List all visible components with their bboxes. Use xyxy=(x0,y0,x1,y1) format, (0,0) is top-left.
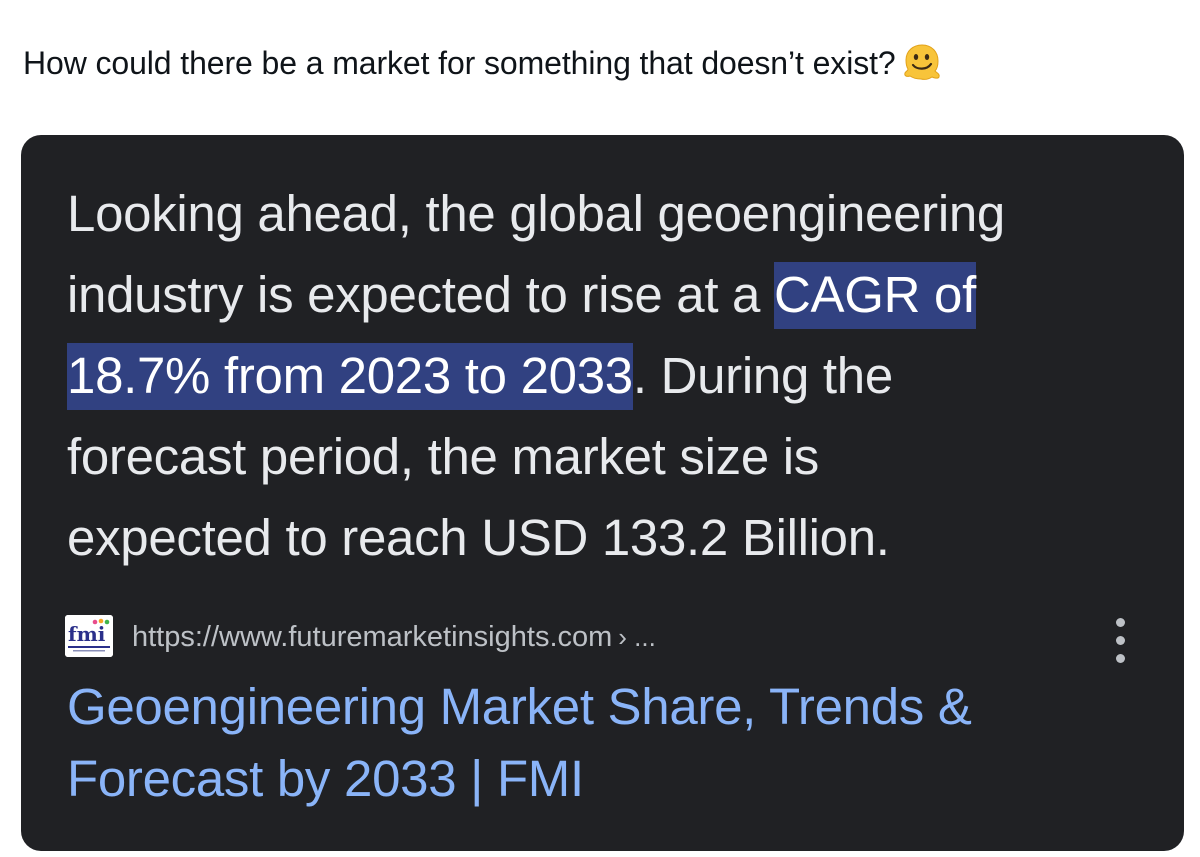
snippet-line: industry is expected to rise at a CAGR o… xyxy=(67,254,1147,335)
snippet-highlight: 18.7% from 2023 to 2033 xyxy=(67,343,633,410)
melting-face-emoji-icon xyxy=(903,44,940,80)
source-row[interactable]: fmi https://www.futuremarketinsights.com… xyxy=(65,613,1145,661)
more-dot-icon xyxy=(1116,654,1125,663)
tweet-text-content: How could there be a market for somethin… xyxy=(23,45,896,81)
result-title-line: Forecast by 2033 | FMI xyxy=(67,750,584,807)
result-title-line: Geoengineering Market Share, Trends & xyxy=(67,678,972,735)
fmi-logo-icon: fmi xyxy=(65,615,113,657)
tweet-text: How could there be a market for somethin… xyxy=(23,40,942,86)
snippet-line: Looking ahead, the global geoengineering xyxy=(67,185,1005,242)
more-options-button[interactable] xyxy=(1107,618,1133,664)
result-title-link[interactable]: Geoengineering Market Share, Trends & Fo… xyxy=(67,671,1147,815)
snippet-line: 18.7% from 2023 to 2033. During the xyxy=(67,335,1147,416)
more-dot-icon xyxy=(1116,618,1125,627)
search-result-card: Looking ahead, the global geoengineering… xyxy=(21,135,1184,851)
source-url-text: https://www.futuremarketinsights.com xyxy=(132,621,613,653)
snippet-line: expected to reach USD 133.2 Billion. xyxy=(67,509,890,566)
snippet-highlight: CAGR of xyxy=(774,262,976,329)
featured-snippet: Looking ahead, the global geoengineering… xyxy=(67,173,1147,578)
snippet-line: forecast period, the market size is xyxy=(67,428,819,485)
source-url[interactable]: https://www.futuremarketinsights.com › ..… xyxy=(132,619,656,655)
snippet-text: industry is expected to rise at a xyxy=(67,266,774,323)
source-breadcrumb: › ... xyxy=(618,622,656,652)
snippet-text: . During the xyxy=(632,347,893,404)
more-dot-icon xyxy=(1116,636,1125,645)
favicon-text: fmi xyxy=(68,622,106,646)
